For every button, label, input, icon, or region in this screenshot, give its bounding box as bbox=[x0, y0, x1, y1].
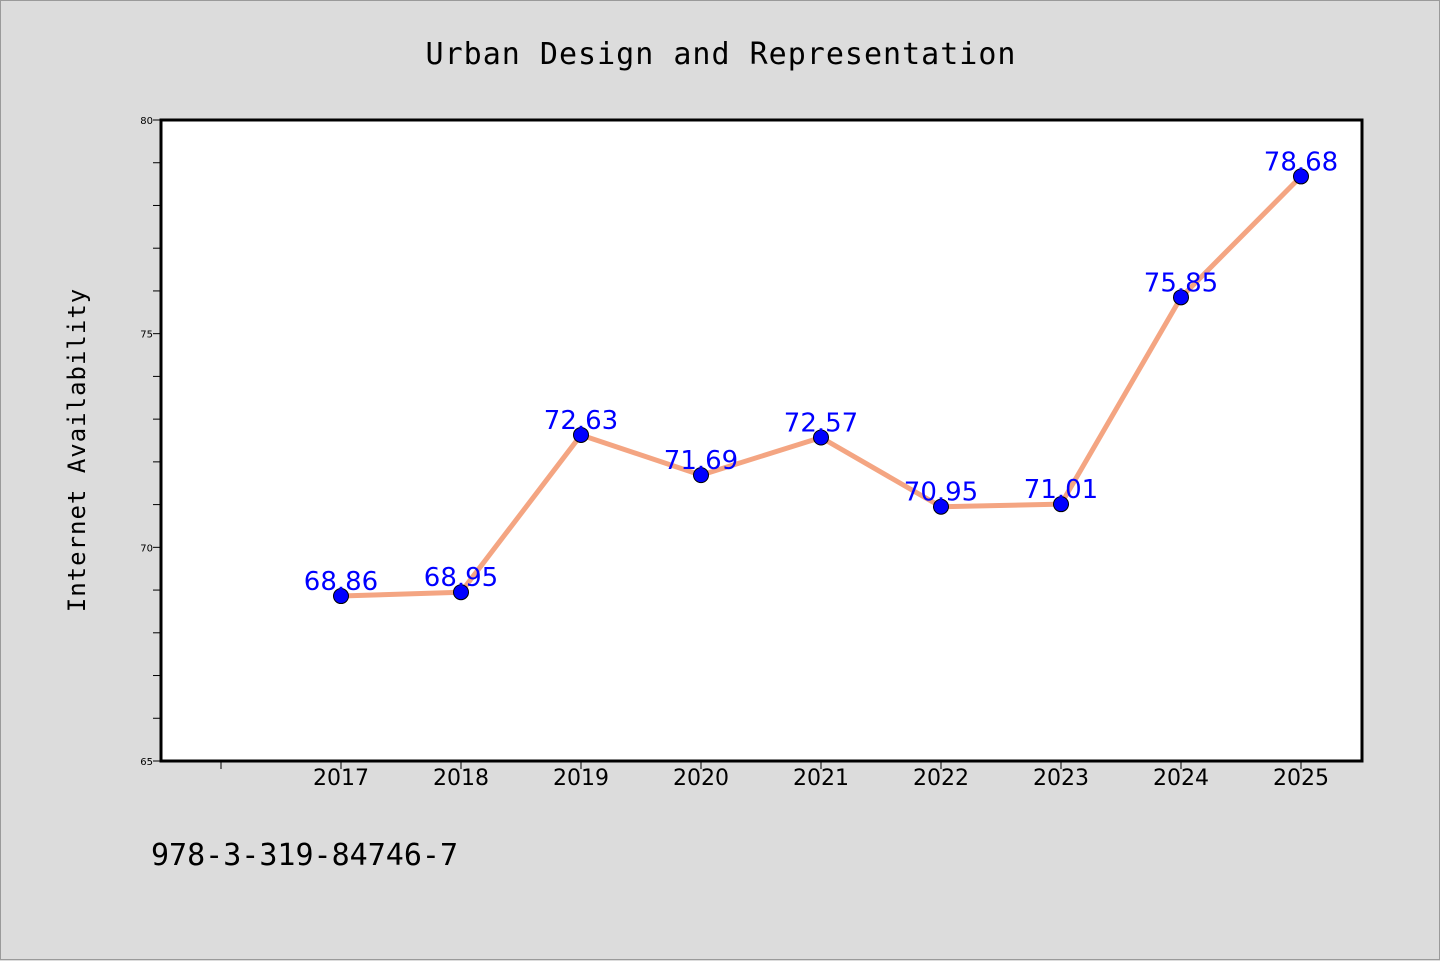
x-tick-label: 2020 bbox=[673, 766, 729, 791]
x-tick-label: 2019 bbox=[553, 766, 609, 791]
data-label: 71.69 bbox=[664, 446, 738, 476]
data-label: 72.57 bbox=[784, 409, 858, 439]
y-axis-label: Internet Availability bbox=[63, 288, 91, 612]
data-point bbox=[453, 584, 469, 601]
y-tick-label: 75 bbox=[140, 330, 153, 341]
x-tick-label: 2024 bbox=[1153, 766, 1209, 791]
y-tick-label: 70 bbox=[140, 543, 153, 554]
data-label: 75.85 bbox=[1144, 268, 1218, 298]
series-group: 68.86 68.95 72.63 71.69 72.57 70.95 71.01 75.85… bbox=[304, 147, 1338, 605]
data-point bbox=[333, 588, 349, 605]
x-tick-label: 2023 bbox=[1033, 766, 1089, 791]
chart-title: Urban Design and Representation bbox=[426, 37, 1017, 72]
x-axis: 2017 2018 2019 2020 2021 2022 2023 2024 2025 bbox=[220, 761, 1329, 791]
data-point bbox=[1053, 496, 1069, 513]
x-tick-label: 2018 bbox=[433, 766, 489, 791]
data-point bbox=[1293, 168, 1309, 185]
data-point bbox=[1173, 289, 1189, 306]
data-label: 72.63 bbox=[544, 406, 618, 436]
y-axis: 65 70 75 80 bbox=[140, 116, 161, 768]
data-point bbox=[813, 429, 829, 446]
data-label: 70.95 bbox=[904, 478, 978, 508]
footnote-isbn: 978-3-319-84746-7 bbox=[151, 838, 458, 873]
x-tick-label: 2021 bbox=[793, 766, 849, 791]
plot-area bbox=[159, 118, 1364, 763]
x-tick-label: 2022 bbox=[913, 766, 969, 791]
data-label: 71.01 bbox=[1024, 475, 1098, 505]
y-tick-label: 65 bbox=[140, 757, 153, 768]
data-label: 68.95 bbox=[424, 563, 498, 593]
data-label: 78.68 bbox=[1264, 147, 1338, 177]
y-tick-label: 80 bbox=[140, 116, 153, 127]
x-tick-label: 2017 bbox=[313, 766, 369, 791]
data-label: 68.86 bbox=[304, 567, 378, 597]
data-point bbox=[933, 498, 949, 515]
data-point bbox=[693, 467, 709, 484]
data-point bbox=[573, 426, 589, 443]
x-tick-label: 2025 bbox=[1273, 766, 1329, 791]
